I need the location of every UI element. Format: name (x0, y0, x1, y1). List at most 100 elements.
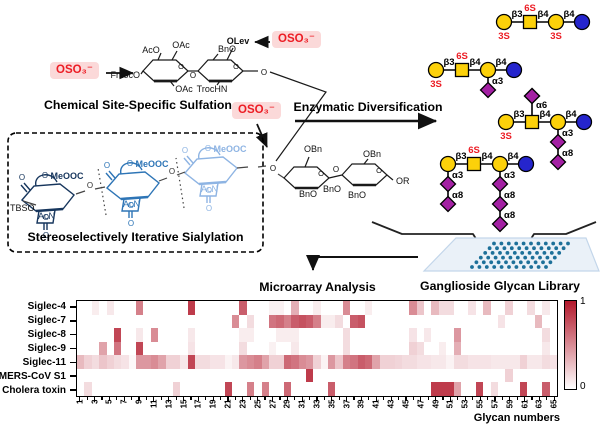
label-or: OR (396, 176, 410, 186)
heatmap-cell (387, 355, 395, 369)
heatmap-cell (342, 355, 351, 369)
label-olev: OLev (227, 36, 250, 46)
heatmap-cell (520, 314, 528, 329)
heatmap-cell (276, 368, 284, 383)
label-obn2: OBn (363, 149, 381, 159)
heatmap-cell (357, 368, 365, 383)
heatmap-cell (416, 341, 425, 356)
x-tick (383, 397, 385, 400)
array-spot (557, 251, 562, 255)
heatmap-cell (106, 314, 114, 329)
heatmap-cell (136, 341, 144, 356)
x-tick (197, 397, 199, 401)
array-spot (546, 246, 551, 251)
heatmap-cell (446, 355, 454, 369)
gal-circle (479, 61, 497, 79)
x-tick (509, 397, 511, 401)
heatmap-cell (313, 382, 321, 396)
heatmap-cell (342, 301, 351, 315)
heatmap-cell (150, 368, 159, 383)
heatmap-cell (394, 301, 402, 315)
heatmap-cell (106, 368, 114, 383)
heatmap-cell (328, 328, 336, 342)
heatmap-cell (424, 341, 432, 356)
x-tick (412, 397, 414, 400)
heatmap-cell (335, 328, 343, 342)
heatmap-cell (239, 301, 247, 315)
linkage-label: β4 (495, 57, 507, 68)
heatmap-cell (261, 328, 269, 342)
ring-o: O (127, 159, 133, 168)
heatmap-cell (91, 301, 100, 315)
ring-o: O (206, 186, 212, 195)
heatmap-cell (106, 341, 114, 356)
heatmap-cell (379, 355, 388, 369)
heatmap-cell (246, 368, 255, 383)
heatmap-row-label: Siglec-4 (27, 301, 66, 313)
heatmap-cell (77, 355, 85, 369)
x-tick (212, 397, 214, 401)
heatmap-cell (505, 301, 513, 315)
heatmap-cell (91, 328, 100, 342)
heatmap-cell (534, 301, 543, 315)
heatmap-cell (276, 341, 284, 356)
array-spot (490, 251, 495, 255)
label-meooc: MeOOC (213, 144, 247, 154)
x-tick (175, 397, 177, 400)
heatmap-cell (143, 328, 151, 342)
heatmap-cell (379, 341, 388, 356)
heatmap-cell (239, 328, 247, 342)
heatmap-cell (549, 328, 557, 342)
heatmap-cell (424, 328, 432, 342)
heatmap-cell (165, 328, 173, 342)
heatmap-cell (143, 314, 151, 329)
heatmap-cell (158, 382, 166, 396)
ring-o: O (178, 62, 184, 71)
gal-circle (491, 155, 509, 173)
heatmap-cell (483, 341, 491, 356)
x-tick (257, 397, 259, 401)
enzymatic-title: Enzymatic Diversification (293, 100, 443, 114)
heatmap-cell (549, 314, 557, 329)
ring-o: O (205, 144, 211, 153)
x-tick (449, 397, 452, 401)
heatmap-cell (542, 368, 550, 383)
heatmap-cell (202, 341, 210, 356)
heatmap-cell (113, 382, 122, 396)
heatmap-cell (424, 355, 432, 369)
linkage-label: α3 (492, 76, 503, 87)
heatmap-row-label: Siglec-7 (27, 315, 66, 327)
array-spot (549, 251, 554, 255)
heatmap-cell (401, 314, 410, 329)
array-spot (543, 241, 548, 246)
linkage-label: α8 (504, 190, 515, 201)
heatmap-cell (483, 382, 491, 396)
heatmap-cell (202, 382, 210, 396)
heatmap-cell (269, 314, 277, 329)
heatmap-cell (527, 328, 535, 342)
heatmap-cell (84, 355, 92, 369)
heatmap-cell (128, 382, 137, 396)
label-meooc: MeOOC (135, 159, 169, 169)
heatmap-cell (261, 314, 269, 329)
heatmap-cell (99, 314, 107, 329)
heatmap-cell (187, 314, 196, 329)
heatmap-cell (195, 341, 203, 356)
colorbar-max-label: 1 (580, 296, 586, 307)
array-spot (486, 255, 491, 260)
array-spot (502, 246, 507, 251)
heatmap-cell (475, 314, 484, 329)
heatmap-cell (468, 368, 476, 383)
y-tick (70, 347, 76, 350)
bridge-o: O (169, 167, 175, 176)
heatmap-cell (291, 314, 299, 329)
array-spot (548, 260, 553, 265)
x-tick-label: 1 (75, 399, 85, 404)
label-bno: BnO (218, 44, 236, 54)
x-tick (79, 397, 81, 401)
heatmap-cell (497, 341, 506, 356)
array-spot (536, 241, 541, 246)
x-tick (420, 397, 422, 401)
heatmap-grid (76, 300, 558, 397)
linker-o: O (261, 68, 267, 77)
